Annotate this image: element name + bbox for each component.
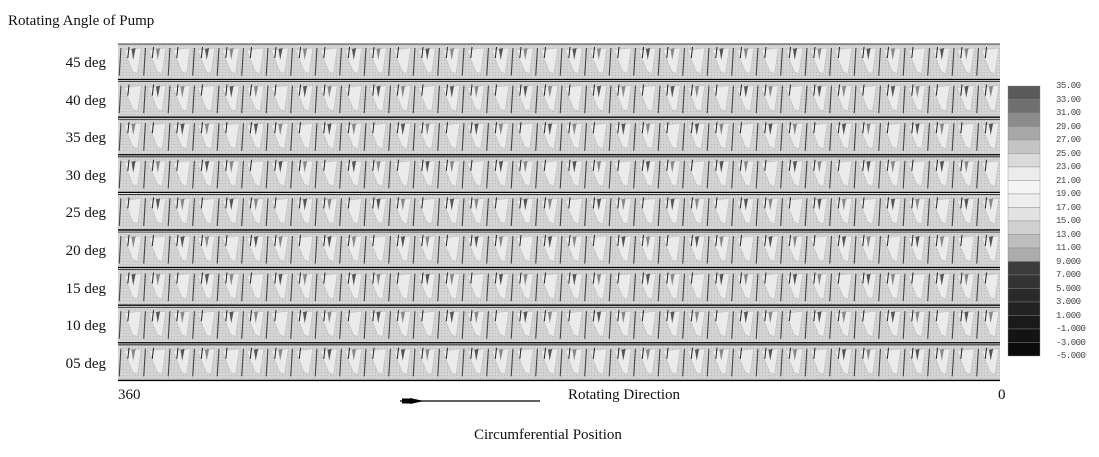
colorbar-swatch xyxy=(1008,221,1040,235)
rotating-direction-label: Rotating Direction xyxy=(568,388,680,403)
contour-row xyxy=(118,307,1000,343)
colorbar-swatch xyxy=(1008,302,1040,316)
colorbar-tick-label: 17.00 xyxy=(1056,204,1081,213)
colorbar-tick-label: -3.000 xyxy=(1056,339,1085,348)
contour-row xyxy=(118,345,1000,381)
contour-row xyxy=(118,119,1000,155)
colorbar-swatch xyxy=(1008,329,1040,343)
x-axis-left-label: 360 xyxy=(118,388,141,403)
colorbar-swatch xyxy=(1008,181,1040,195)
colorbar-swatch xyxy=(1008,154,1040,168)
colorbar-swatch xyxy=(1008,289,1040,303)
contour-row xyxy=(118,232,1000,268)
colorbar-swatch xyxy=(1008,235,1040,249)
x-axis-title: Circumferential Position xyxy=(474,428,622,443)
colorbar-tick-label: 1.000 xyxy=(1056,312,1081,321)
colorbar-swatch xyxy=(1008,86,1040,100)
colorbar-tick-label: 19.00 xyxy=(1056,190,1081,199)
colorbar-swatch xyxy=(1008,248,1040,262)
colorbar-tick-label: 21.00 xyxy=(1056,177,1081,186)
colorbar-tick-label: 11.00 xyxy=(1056,244,1081,253)
contour-row xyxy=(118,44,1000,80)
colorbar-tick-label: 33.00 xyxy=(1056,96,1081,105)
contour-row xyxy=(118,157,1000,193)
colorbar-tick-label: -1.000 xyxy=(1056,325,1085,334)
colorbar-swatch xyxy=(1008,343,1040,357)
colorbar-swatch xyxy=(1008,208,1040,222)
contour-row xyxy=(118,270,1000,306)
colorbar-tick-label: 13.00 xyxy=(1056,231,1081,240)
colorbar-swatch xyxy=(1008,262,1040,276)
rotating-direction-arrow xyxy=(400,398,540,404)
colorbar-tick-label: 29.00 xyxy=(1056,123,1081,132)
colorbar-swatch xyxy=(1008,316,1040,330)
colorbar-tick-label: 25.00 xyxy=(1056,150,1081,159)
colorbar-tick-label: 3.000 xyxy=(1056,298,1081,307)
colorbar-swatch xyxy=(1008,127,1040,141)
colorbar-tick-label: 27.00 xyxy=(1056,136,1081,145)
colorbar-tick-label: 35.00 xyxy=(1056,82,1081,91)
colorbar-tick-label: 9.000 xyxy=(1056,258,1081,267)
colorbar xyxy=(1008,86,1040,356)
colorbar-tick-label: -5.000 xyxy=(1056,352,1085,361)
contour-row xyxy=(118,82,1000,118)
colorbar-tick-label: 31.00 xyxy=(1056,109,1081,118)
x-axis-right-label: 0 xyxy=(998,388,1006,403)
colorbar-swatch xyxy=(1008,140,1040,154)
colorbar-swatch xyxy=(1008,275,1040,289)
colorbar-tick-label: 7.000 xyxy=(1056,271,1081,280)
colorbar-swatch xyxy=(1008,167,1040,181)
colorbar-tick-label: 15.00 xyxy=(1056,217,1081,226)
colorbar-tick-label: 23.00 xyxy=(1056,163,1081,172)
colorbar-swatch xyxy=(1008,100,1040,114)
contour-row xyxy=(118,194,1000,230)
colorbar-swatch xyxy=(1008,194,1040,208)
colorbar-tick-label: 5.000 xyxy=(1056,285,1081,294)
colorbar-swatch xyxy=(1008,113,1040,127)
